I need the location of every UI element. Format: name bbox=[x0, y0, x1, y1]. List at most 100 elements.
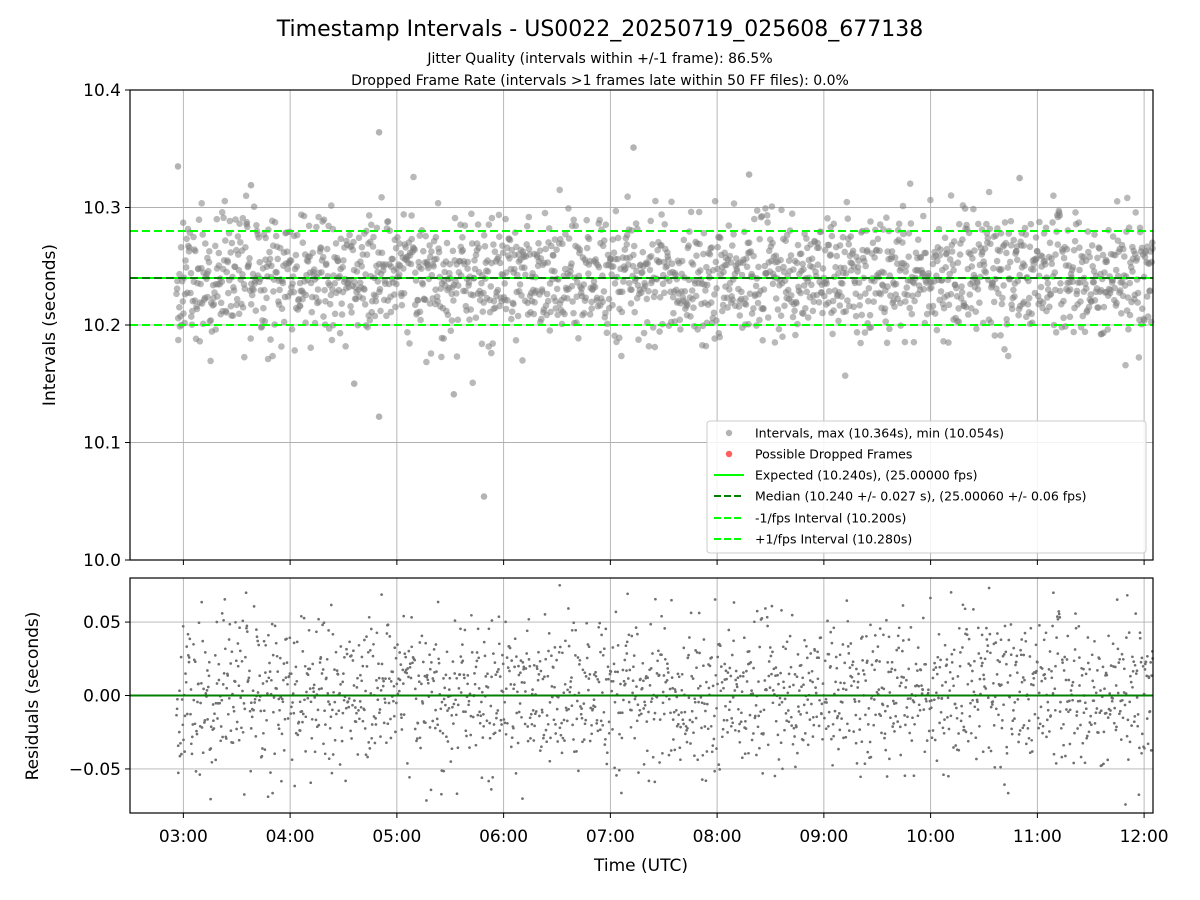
residual-point bbox=[748, 713, 752, 717]
residual-point bbox=[377, 662, 380, 666]
interval-point bbox=[347, 303, 354, 310]
residual-point bbox=[270, 622, 274, 626]
residual-point bbox=[408, 662, 412, 666]
residual-point bbox=[1138, 636, 1142, 640]
residual-point bbox=[285, 637, 288, 641]
interval-point bbox=[856, 302, 863, 309]
interval-point bbox=[223, 268, 230, 276]
residual-point bbox=[473, 682, 477, 686]
residual-point bbox=[980, 664, 984, 668]
residual-point bbox=[604, 627, 608, 631]
interval-point bbox=[835, 317, 842, 325]
residual-point bbox=[594, 674, 598, 678]
interval-point bbox=[730, 200, 738, 207]
interval-point bbox=[914, 236, 922, 243]
residual-point bbox=[519, 659, 523, 662]
residual-point bbox=[1125, 593, 1129, 597]
interval-point bbox=[206, 248, 213, 255]
interval-point bbox=[998, 266, 1005, 273]
residual-point bbox=[467, 703, 470, 707]
residual-point bbox=[321, 623, 324, 627]
interval-point bbox=[623, 231, 631, 239]
interval-point bbox=[876, 221, 884, 228]
residual-point bbox=[837, 712, 841, 715]
residual-point bbox=[376, 686, 379, 690]
interval-point bbox=[651, 343, 659, 351]
residual-point bbox=[1055, 636, 1058, 639]
interval-point bbox=[432, 286, 439, 294]
residual-point bbox=[470, 651, 474, 654]
residual-point bbox=[1149, 661, 1153, 664]
residual-point bbox=[343, 655, 346, 659]
residual-point bbox=[221, 683, 225, 686]
residual-point bbox=[649, 622, 653, 626]
interval-point bbox=[830, 307, 837, 314]
residual-point bbox=[1135, 696, 1139, 699]
interval-point bbox=[582, 294, 589, 302]
residual-point bbox=[869, 755, 873, 759]
interval-point bbox=[1124, 194, 1131, 202]
residual-point bbox=[475, 659, 479, 663]
interval-point bbox=[366, 317, 374, 324]
residual-point bbox=[719, 665, 723, 668]
interval-point bbox=[774, 306, 782, 313]
interval-point bbox=[695, 208, 703, 216]
residual-point bbox=[244, 655, 247, 659]
residual-point bbox=[482, 712, 485, 716]
residual-point bbox=[477, 656, 481, 660]
interval-point bbox=[353, 268, 361, 275]
residual-point bbox=[350, 737, 353, 740]
residual-point bbox=[509, 745, 513, 749]
residual-point bbox=[563, 739, 566, 742]
residual-point bbox=[535, 667, 539, 671]
residual-point bbox=[470, 613, 473, 617]
residual-point bbox=[699, 696, 703, 699]
interval-point bbox=[247, 301, 255, 308]
residual-point bbox=[421, 702, 425, 705]
interval-point bbox=[363, 251, 371, 258]
residual-point bbox=[700, 701, 704, 705]
interval-point bbox=[867, 218, 874, 225]
residual-point bbox=[268, 670, 272, 673]
interval-point bbox=[1135, 354, 1143, 361]
residual-point bbox=[836, 688, 840, 692]
interval-point bbox=[906, 304, 913, 312]
residual-point bbox=[740, 711, 743, 715]
residual-point bbox=[277, 727, 281, 731]
interval-point bbox=[448, 317, 456, 324]
residual-point bbox=[335, 712, 338, 716]
residual-point bbox=[737, 707, 740, 711]
residual-point bbox=[363, 708, 366, 712]
residual-point bbox=[850, 675, 854, 679]
interval-point bbox=[1122, 361, 1129, 369]
residual-point bbox=[1069, 689, 1073, 692]
interval-point bbox=[1016, 271, 1023, 279]
interval-point bbox=[1063, 245, 1071, 253]
interval-point bbox=[417, 316, 424, 324]
interval-point bbox=[569, 298, 576, 305]
residual-point bbox=[952, 746, 955, 749]
residual-point bbox=[203, 651, 207, 654]
residual-point bbox=[898, 725, 902, 729]
residual-point bbox=[266, 692, 269, 695]
interval-point bbox=[788, 210, 796, 217]
interval-point bbox=[260, 304, 267, 312]
residual-point bbox=[934, 666, 938, 669]
interval-point bbox=[687, 313, 694, 320]
residual-point bbox=[1071, 698, 1074, 702]
interval-point bbox=[1013, 247, 1020, 255]
residual-point bbox=[280, 732, 284, 736]
interval-point bbox=[726, 286, 733, 293]
interval-point bbox=[544, 297, 552, 305]
interval-point bbox=[838, 293, 845, 300]
interval-point bbox=[742, 295, 749, 302]
residual-point bbox=[273, 624, 277, 628]
residual-point bbox=[693, 754, 696, 758]
residual-point bbox=[795, 675, 799, 679]
interval-point bbox=[610, 249, 618, 256]
interval-point bbox=[199, 231, 206, 238]
interval-point bbox=[419, 281, 427, 288]
interval-point bbox=[495, 253, 502, 261]
residual-point bbox=[389, 680, 393, 683]
interval-point bbox=[714, 243, 721, 251]
